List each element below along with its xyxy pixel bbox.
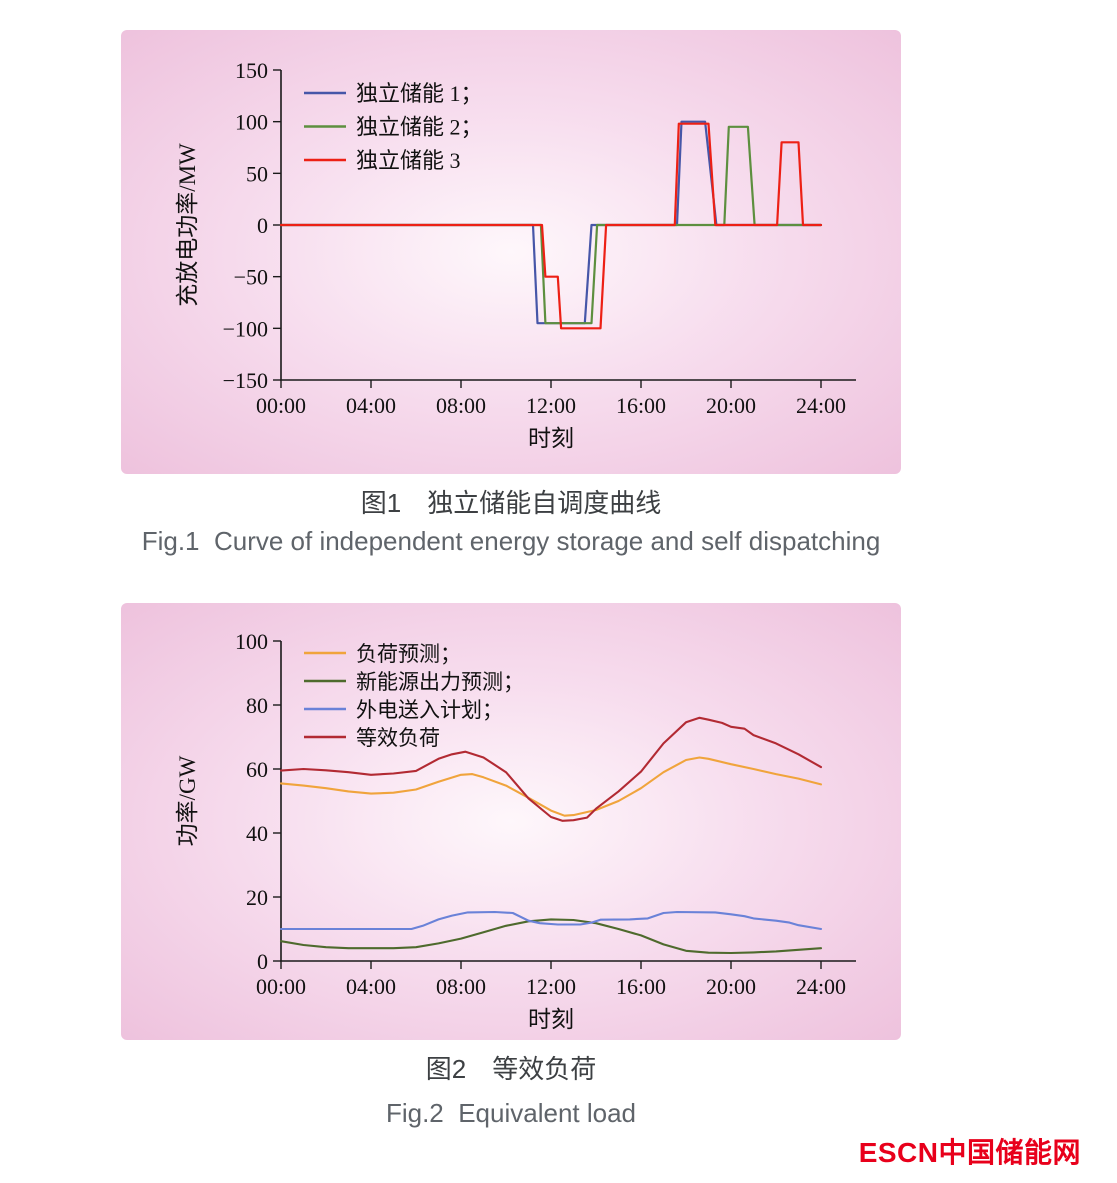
x-tick-label: 04:00: [346, 974, 396, 999]
x-tick-label: 24:00: [796, 393, 846, 418]
legend-label: 负荷预测；: [356, 642, 461, 666]
figure2-caption-cn: 图2 等效负荷: [425, 1054, 597, 1084]
escn-logo: ESCN中国储能网: [859, 1131, 1081, 1171]
y-tick-label: 100: [235, 110, 268, 135]
series-line: [279, 910, 823, 931]
y-tick-label: 150: [235, 58, 268, 83]
x-tick-label: 04:00: [346, 393, 396, 418]
series-line: [279, 716, 823, 822]
y-tick-label: 50: [246, 161, 268, 186]
legend-label: 独立储能 2；: [356, 115, 483, 140]
x-tick-label: 12:00: [526, 974, 576, 999]
y-tick-label: −50: [234, 265, 268, 290]
series-line: [279, 918, 823, 955]
legend-label: 新能源出力预测；: [356, 670, 524, 694]
figure1-caption-en: Fig.1 Curve of independent energy storag…: [141, 526, 881, 556]
y-axis-title: 充放电功率/MW: [175, 143, 200, 307]
figure1-panel: −150 −100 −50 0 50 100 150 00:00 04:00 08:00 12:00…: [121, 30, 901, 474]
x-tick-label: 08:00: [436, 974, 486, 999]
y-tick-label: −100: [223, 316, 268, 341]
x-tick-label: 00:00: [256, 393, 306, 418]
x-tick-label: 08:00: [436, 393, 486, 418]
figure2-panel: 0 20 40 60 80 100 00:00 04:00 08:00 12:00 16:00 20:…: [121, 603, 901, 1040]
x-tick-label: 12:00: [526, 393, 576, 418]
series-line: [279, 122, 823, 330]
y-tick-label: 20: [246, 885, 268, 910]
legend-label: 等效负荷: [356, 726, 440, 750]
legend-label: 独立储能 3: [356, 148, 461, 173]
x-tick-label: 20:00: [706, 393, 756, 418]
x-tick-label: 20:00: [706, 974, 756, 999]
x-axis-title: 时刻: [528, 426, 574, 451]
figure1-chart: −150 −100 −50 0 50 100 150 00:00 04:00 08:00 12:00…: [175, 58, 856, 451]
escn-logo-latin: ESCN: [858, 1137, 939, 1168]
y-tick-label: −150: [223, 368, 268, 393]
figure2-chart: 0 20 40 60 80 100 00:00 04:00 08:00 12:00 16:00 20:…: [175, 629, 856, 1032]
y-tick-label: 80: [246, 693, 268, 718]
y-axis-title: 功率/GW: [175, 755, 200, 846]
y-tick-label: 0: [257, 949, 268, 974]
x-tick-label: 00:00: [256, 974, 306, 999]
x-axis-title: 时刻: [528, 1007, 574, 1032]
y-tick-label: 40: [246, 821, 268, 846]
x-tick-label: 24:00: [796, 974, 846, 999]
y-tick-label: 100: [235, 629, 268, 654]
escn-logo-cn: 中国储能网: [938, 1137, 1081, 1168]
figure1-caption-cn: 图1 独立储能自调度曲线: [360, 488, 662, 518]
x-tick-label: 16:00: [616, 974, 666, 999]
legend-label: 外电送入计划；: [356, 698, 503, 722]
x-tick-label: 16:00: [616, 393, 666, 418]
legend-label: 独立储能 1；: [356, 81, 483, 106]
series-line: [279, 756, 823, 817]
figure2-caption-en: Fig.2 Equivalent load: [385, 1098, 637, 1128]
y-tick-label: 0: [257, 213, 268, 238]
y-tick-label: 60: [246, 757, 268, 782]
